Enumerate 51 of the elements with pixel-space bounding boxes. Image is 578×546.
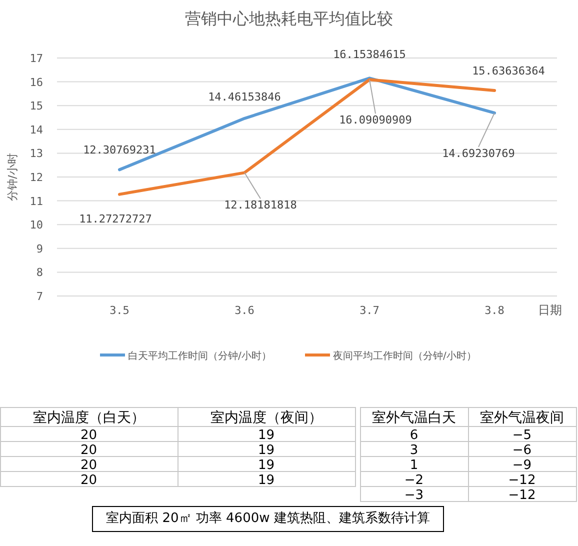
y-tick-label: 9 [36,242,43,256]
data-label: 6 [410,428,418,443]
data-label: 19 [258,458,275,473]
data-label: 16.09090909 [339,114,412,127]
y-tick-label: 10 [30,218,43,232]
data-label: 20 [80,473,98,488]
data-label: 19 [258,443,275,458]
legend-label: 夜间平均工作时间（分钟/小时） [333,350,476,362]
data-label: 20 [80,443,98,458]
y-tick-label: 8 [36,266,43,280]
data-label: −12 [508,473,536,488]
data-label: −9 [512,458,532,473]
data-label: 3 [410,443,418,458]
y-tick-label: 16 [30,76,43,89]
x-tick-label: 室内温度（夜间） [210,410,322,426]
y-axis-title: 分钟/小时 [6,153,19,201]
x-tick-label: 3.5 [110,304,130,317]
y-tick-label: 11 [30,194,43,208]
data-label: 11.27272727 [79,212,152,226]
data-label: 15.63636364 [472,64,546,78]
data-label: 19 [258,428,275,443]
data-label: 12.30769231 [83,144,156,157]
x-tick-label: 3.8 [484,304,504,317]
y-tick-label: 15 [30,100,43,113]
y-tick-label: 12 [30,171,43,184]
data-label: 12.18181818 [224,198,297,212]
data-label: −12 [508,488,536,503]
data-label: −5 [512,428,532,443]
x-tick-label: 室外气温夜间 [480,410,564,426]
x-tick-label: 3.6 [234,304,254,317]
data-label: 20 [80,428,98,443]
data-label: 19 [258,473,275,488]
chart-title: 营销中心地热耗电平均值比较 [185,9,393,28]
data-label: 14.46153846 [208,90,281,104]
y-tick-label: 7 [36,290,43,303]
text: 室内面积 20㎡ 功率 4600w 建筑热阻、建筑系数待计算 [92,506,444,532]
data-label: −2 [404,473,424,488]
y-tick-label: 14 [30,123,44,136]
data-label: −6 [512,443,532,458]
data-label: 1 [410,458,418,473]
legend-label: 白天平均工作时间（分钟/小时） [128,350,272,362]
y-tick-label: 17 [30,52,43,65]
data-label: 16.15384615 [333,48,406,62]
x-tick-label: 3.7 [360,304,380,317]
data-label: 20 [80,458,98,473]
x-tick-label: 室外气温白天 [372,410,456,426]
y-tick-label: 13 [30,147,43,160]
data-label: −3 [404,488,424,503]
x-tick-label: 室内温度（白天） [32,410,145,426]
data-label: 14.69230769 [442,146,515,160]
x-axis-title: 日期 [538,303,562,317]
